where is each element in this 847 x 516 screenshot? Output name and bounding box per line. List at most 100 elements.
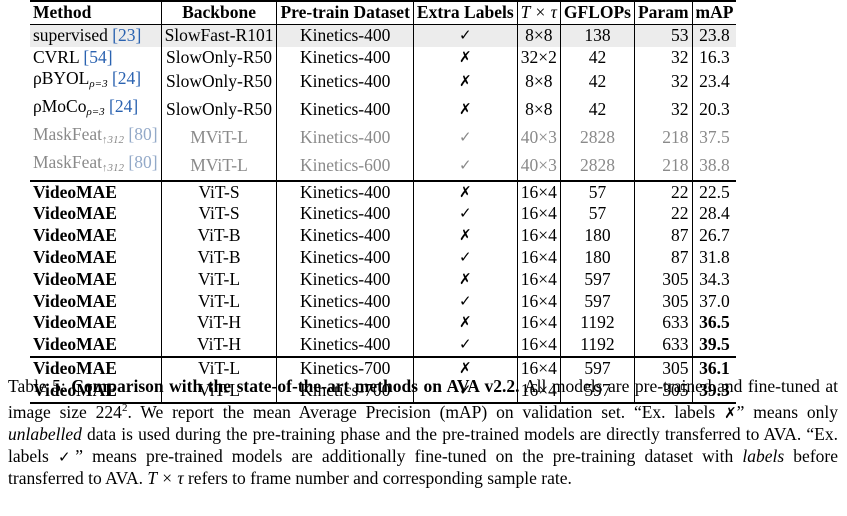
cell-dataset: Kinetics-400 [276,179,414,204]
table-row: CVRL [54] SlowOnly-R50 Kinetics-400 ✗ 32×2 42… [30,46,737,69]
cell-ttau: 16×4 [516,290,561,313]
citation-link[interactable]: [54] [83,46,113,67]
cell-param: 633 [633,312,693,335]
method-subscript: ↑312 [102,161,125,174]
cell-map: 36.5 [691,312,737,335]
method-name: VideoMAE [33,290,117,311]
cell-extra-labels: ✗ [412,96,518,124]
cell-gflops: 597 [559,379,635,404]
cell-backbone: SlowFast-R101 [160,24,277,47]
cell-backbone: ViT-L [160,379,277,404]
cell-map: 20.3 [691,96,737,124]
cell-extra-labels: ✓ [412,151,518,181]
method-name: VideoMAE [33,225,117,246]
method-subscript: ρ=3 [86,106,105,119]
cell-method: VideoMAE [30,334,161,357]
method-name: VideoMAE [33,268,117,289]
citation-link[interactable]: [24] [107,68,142,89]
citation-link[interactable]: [23] [112,24,142,45]
caption-label: Table 5: [8,376,72,396]
table-header: Method Backbone Pre-train Dataset Extra … [30,1,737,25]
method-name: supervised [33,24,113,45]
cell-backbone: SlowOnly-R50 [160,96,277,124]
cell-method: VideoMAE [30,312,161,334]
cell-gflops: 180 [559,225,635,247]
cell-method: MaskFeat↑312 [80] [30,152,161,181]
cell-ttau: 40×3 [516,123,561,152]
cell-method: VideoMAE [30,179,162,204]
cell-ttau: 40×3 [516,151,561,181]
cell-dataset: Kinetics-400 [276,290,414,313]
method-name: VideoMAE [33,203,117,224]
citation-link[interactable]: [80] [124,123,158,144]
method-name: MaskFeat [33,151,103,172]
cell-extra-labels: ✓ [412,246,518,269]
cell-extra-labels: ✗ [412,355,518,380]
cell-method: MaskFeat↑312 [80] [30,124,161,152]
cell-dataset: Kinetics-600 [276,151,414,181]
method-name: VideoMAE [33,334,117,355]
cell-extra-labels: ✗ [412,179,518,204]
cell-dataset: Kinetics-700 [276,355,414,380]
cell-ttau: 16×4 [516,355,561,380]
header-extra-labels: Extra Labels [412,1,518,25]
cell-dataset: Kinetics-400 [276,334,414,357]
caption-sup: 2 [121,401,128,414]
citation-link[interactable]: [80] [124,151,158,172]
cell-gflops: 42 [559,68,635,97]
caption-labels: labels [742,445,785,466]
cell-backbone: MViT-L [160,151,277,181]
cell-dataset: Kinetics-400 [276,268,414,291]
cell-backbone: ViT-B [160,246,277,269]
method-name: VideoMAE [33,312,117,333]
cell-backbone: ViT-L [160,290,277,313]
cell-param: 22 [633,203,693,226]
method-name: MaskFeat [33,123,103,144]
cell-ttau: 8×8 [516,68,561,97]
cell-ttau: 16×4 [516,225,561,247]
cell-method: CVRL [54] [30,47,161,69]
caption-title: Comparison with the state-of-the-art met… [71,376,520,396]
cell-param: 218 [633,151,693,181]
cell-map: 36.1 [691,355,737,380]
caption-s7: refers to frame number and corresponding… [183,468,572,489]
cell-param: 87 [633,225,693,247]
cell-ttau: 32×2 [516,46,561,69]
method-name: CVRL [33,46,84,67]
cell-ttau: 8×8 [516,24,561,47]
cell-gflops: 597 [559,355,635,380]
cell-backbone: ViT-L [160,355,277,380]
header-param: Param [633,1,693,25]
cell-extra-labels: ✓ [412,290,518,313]
cell-gflops: 2828 [559,151,635,181]
cell-method: VideoMAE [30,247,161,269]
header-gflops: GFLOPs [559,1,635,25]
table-body: supervised [23] SlowFast-R101 Kinetics-400… [30,24,737,404]
caption-cmark: ✓ [57,447,76,466]
cell-extra-labels: ✓ [412,203,518,226]
citation-link[interactable]: [24] [104,96,139,117]
cell-extra-labels: ✗ [412,312,518,335]
results-table: Method Backbone Pre-train Dataset Extra … [30,0,737,404]
cell-method: VideoMAE [30,225,161,247]
cell-dataset: Kinetics-400 [276,46,414,69]
table-row: VideoMAE ViT-H Kinetics-400 ✗ 16×4 1192 633 36.… [30,312,737,335]
cell-map: 38.8 [691,151,737,181]
table-row: ρMoCoρ=3 [24] SlowOnly-R50 Kinetics-400 ✗ 8×… [30,96,737,124]
cell-param: 305 [633,290,693,313]
header-map: mAP [691,1,737,25]
table-row: VideoMAE ViT-H Kinetics-400 ✓ 16×4 1192 633 39.… [30,334,737,357]
cell-ttau: 16×4 [516,379,561,404]
cell-ttau: 16×4 [516,268,561,291]
header-ttau: T × τ [516,1,561,25]
cell-gflops: 1192 [559,312,635,335]
cell-dataset: Kinetics-400 [276,68,414,97]
cell-gflops: 597 [559,290,635,313]
cell-backbone: ViT-S [160,179,277,204]
cell-dataset: Kinetics-400 [276,312,414,335]
caption-s3: ” means only [736,401,838,422]
cell-gflops: 2828 [559,123,635,152]
cell-backbone: ViT-L [160,268,277,291]
table-caption: Table 5: Comparison with the state-of-th… [8,376,838,490]
